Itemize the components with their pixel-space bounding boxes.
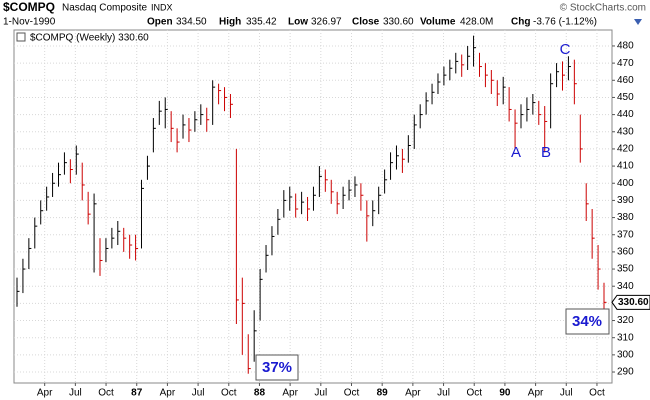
x-tick-label: Apr [160,388,176,399]
x-tick-label: Apr [37,388,53,399]
x-tick-label: Apr [528,388,544,399]
y-tick-label: 340 [617,281,634,292]
last-price-label: 330.60 [618,297,649,308]
annotation: C [560,41,571,58]
volume: 428.0M [460,17,493,28]
low-label: Low [288,17,308,28]
chg: -3.76 (-1.12%) [533,17,597,28]
y-tick-label: 300 [617,349,634,360]
y-tick-label: 480 [617,41,634,52]
legend: $COMPQ (Weekly) 330.60 [30,33,149,44]
high: 335.42 [246,17,277,28]
x-tick-label: Oct [466,388,482,399]
x-tick-label: 89 [377,388,389,399]
y-tick-label: 290 [617,367,634,378]
credit: © StockCharts.com [560,3,646,14]
y-tick-label: 400 [617,178,634,189]
open: 334.50 [176,17,207,28]
x-tick-label: Jul [69,388,82,399]
x-tick-label: Apr [282,388,298,399]
annotation-box [255,354,299,381]
x-tick-label: 88 [254,388,266,399]
y-tick-label: 420 [617,144,634,155]
y-tick-label: 360 [617,247,634,258]
annotation: B [541,144,551,161]
annotation-box [565,308,610,335]
dropdown-arrow [634,19,642,25]
x-tick-label: 90 [499,388,511,399]
chg-label: Chg [511,17,530,28]
y-tick-label: 460 [617,75,634,86]
y-tick-label: 320 [617,315,634,326]
y-tick-label: 390 [617,195,634,206]
volume-label: Volume [420,17,456,28]
x-tick-label: Apr [405,388,421,399]
y-tick-label: 440 [617,109,634,120]
x-tick-label: 87 [131,388,143,399]
x-tick-label: Jul [314,388,327,399]
date: 1-Nov-1990 [3,17,56,28]
x-tick-label: Oct [344,388,360,399]
symbol: $COMPQ [3,0,55,14]
y-tick-label: 430 [617,126,634,137]
y-tick-label: 450 [617,92,634,103]
y-tick-label: 380 [617,212,634,223]
high-label: High [219,17,241,28]
open-label: Open [147,17,173,28]
x-tick-label: Jul [560,388,573,399]
plot-frame [13,29,613,384]
index-name: Nasdaq Composite [62,3,147,14]
x-tick-label: Oct [98,388,114,399]
y-tick-label: 310 [617,332,634,343]
y-tick-label: 410 [617,161,634,172]
x-tick-label: Jul [192,388,205,399]
legend-icon [16,32,26,42]
x-tick-label: Jul [437,388,450,399]
y-tick-label: 370 [617,229,634,240]
y-tick-label: 470 [617,58,634,69]
annotation: A [511,144,521,161]
y-tick-label: 350 [617,264,634,275]
close: 330.60 [383,17,414,28]
low: 326.97 [311,17,342,28]
last-price-tag [611,294,650,310]
x-tick-label: Oct [221,388,237,399]
exchange: INDX [151,2,173,12]
annotation: 37% [262,359,292,376]
close-label: Close [352,17,380,28]
annotation: 34% [572,313,602,330]
x-tick-label: Oct [589,388,605,399]
